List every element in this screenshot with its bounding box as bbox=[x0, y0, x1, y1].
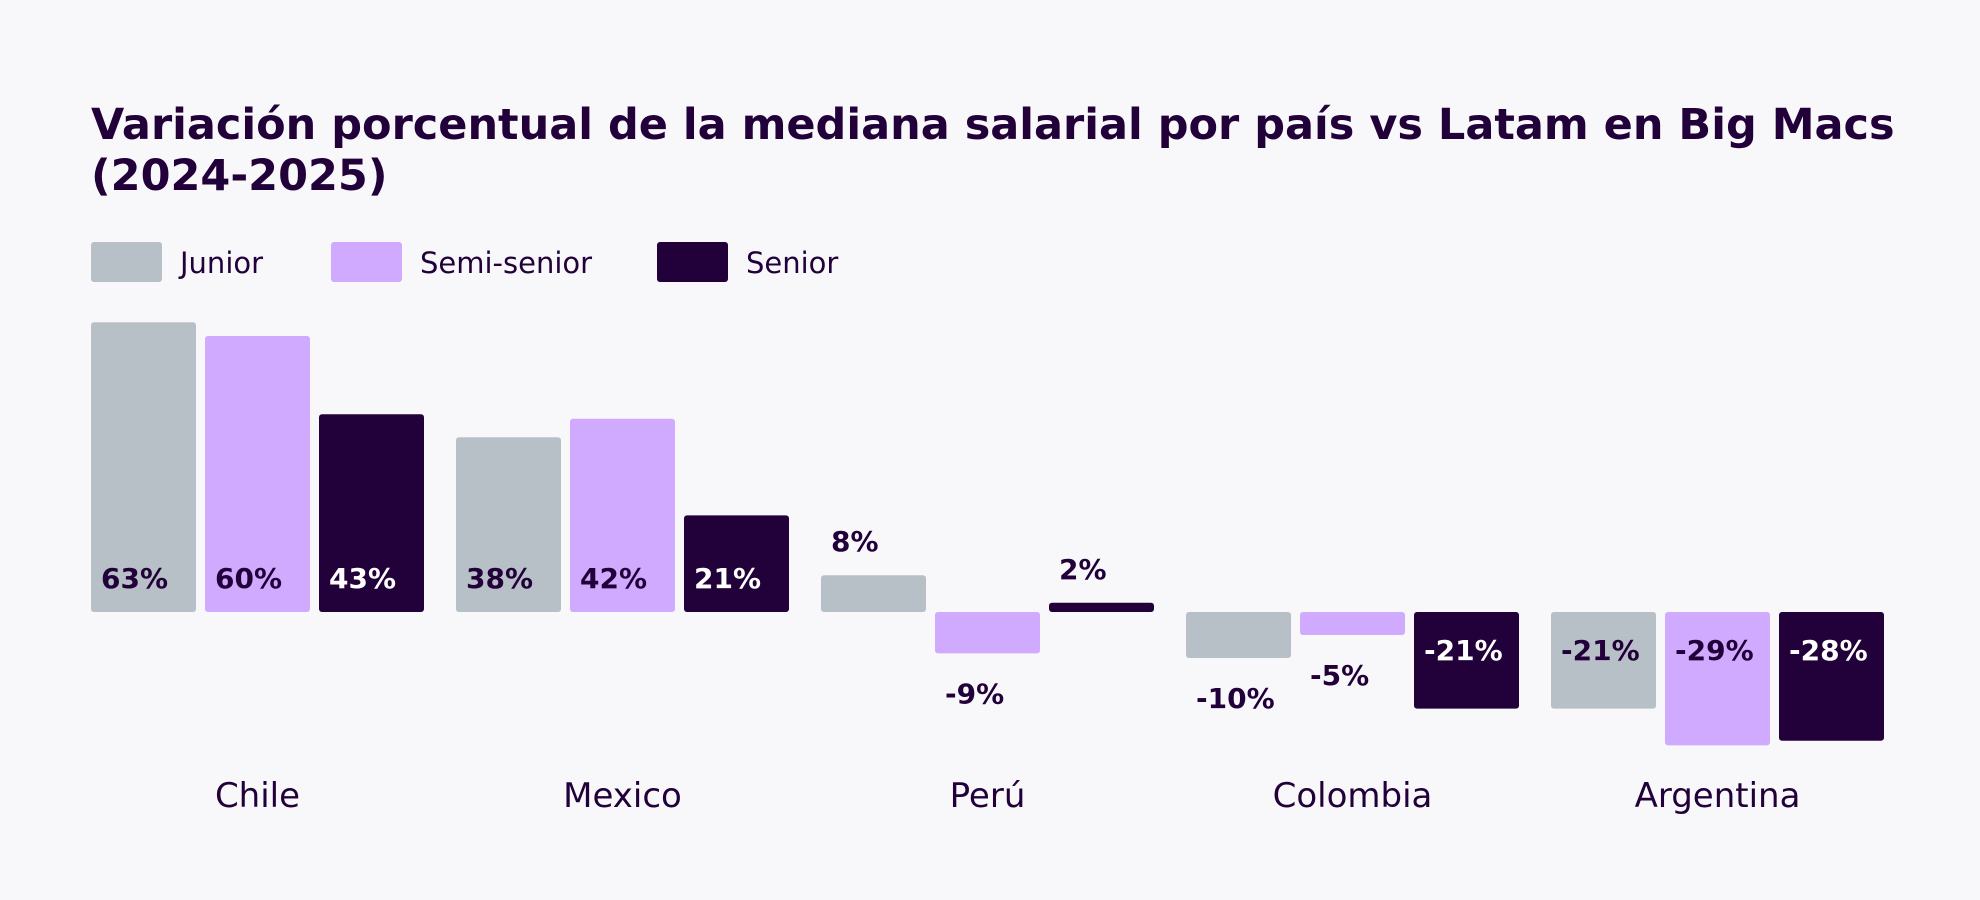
bar-senior-perú bbox=[1049, 602, 1154, 612]
data-label: -21% bbox=[1561, 634, 1640, 667]
data-label: 42% bbox=[580, 562, 647, 595]
bar-semi-senior-chile bbox=[205, 336, 310, 612]
category-label: Colombia bbox=[1273, 776, 1433, 816]
bar-senior-chile bbox=[319, 414, 424, 612]
bar-semi-senior-argentina bbox=[1665, 612, 1770, 746]
legend-swatch bbox=[331, 242, 402, 282]
chart-title-line2: (2024-2025) bbox=[91, 151, 388, 201]
data-label: -21% bbox=[1424, 634, 1503, 667]
bar-junior-chile bbox=[91, 322, 196, 612]
bar-semi-senior-colombia bbox=[1300, 612, 1405, 635]
bars: 63% 60% 43% 38% 42% 21% 8% -9% 2% -10% -5% -21% -21%… bbox=[91, 322, 1884, 746]
bar-junior-argentina bbox=[1551, 612, 1656, 709]
data-label: 2% bbox=[1059, 553, 1107, 586]
bar-senior-colombia bbox=[1414, 612, 1519, 709]
data-label: 63% bbox=[101, 562, 168, 595]
data-label: 8% bbox=[831, 525, 879, 558]
data-label: -29% bbox=[1675, 634, 1754, 667]
data-label: -9% bbox=[945, 677, 1004, 710]
data-label: 21% bbox=[694, 562, 761, 595]
bar-junior-colombia bbox=[1186, 612, 1291, 658]
chart-title: Variación porcentual de la mediana salar… bbox=[91, 100, 1895, 150]
bar-junior-perú bbox=[821, 575, 926, 612]
data-label: -28% bbox=[1789, 634, 1868, 667]
legend-label: Junior bbox=[178, 246, 263, 280]
bar-senior-mexico bbox=[684, 515, 789, 612]
category-label: Chile bbox=[215, 776, 300, 816]
category-label: Mexico bbox=[563, 776, 682, 816]
bar-senior-argentina bbox=[1779, 612, 1884, 741]
legend-label: Semi-senior bbox=[420, 246, 592, 280]
data-label: 43% bbox=[329, 562, 396, 595]
data-label: -5% bbox=[1310, 659, 1369, 692]
bar-semi-senior-perú bbox=[935, 612, 1040, 654]
data-label: 60% bbox=[215, 562, 282, 595]
category-label: Perú bbox=[950, 776, 1026, 816]
legend-label: Senior bbox=[746, 246, 838, 280]
bar-semi-senior-mexico bbox=[570, 418, 675, 612]
category-labels: Chile Mexico Perú Colombia Argentina bbox=[215, 776, 1800, 816]
data-label: -10% bbox=[1196, 682, 1275, 715]
data-label: 38% bbox=[466, 562, 533, 595]
legend-swatch bbox=[91, 242, 162, 282]
category-label: Argentina bbox=[1635, 776, 1801, 816]
bar-junior-mexico bbox=[456, 437, 561, 612]
legend-swatch bbox=[657, 242, 728, 282]
legend: Junior Semi-senior Senior bbox=[91, 242, 838, 282]
